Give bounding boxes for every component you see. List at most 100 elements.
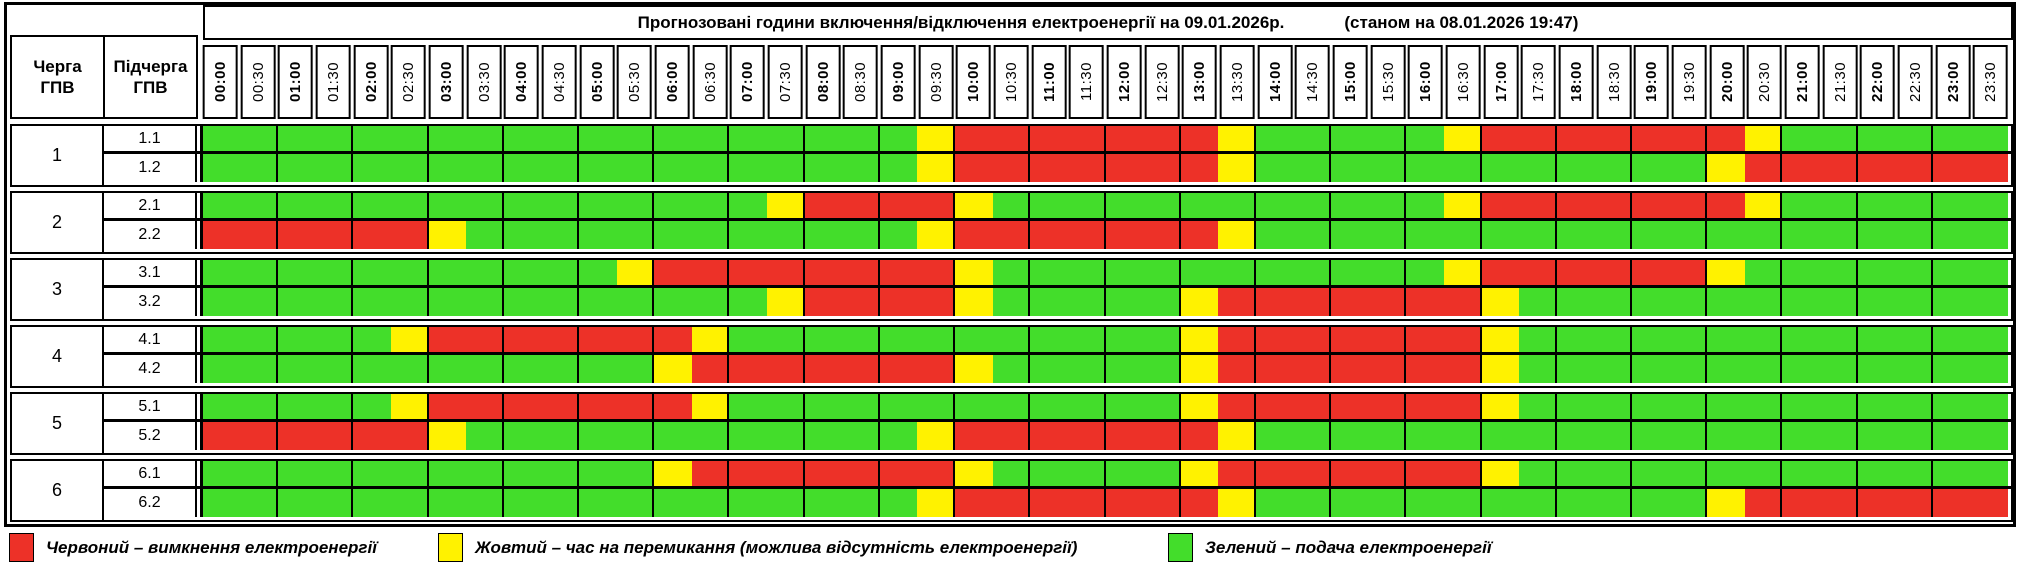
time-header-20:00: 20:00 (1709, 45, 1745, 119)
schedule-cell-1.1-09:30 (917, 126, 956, 151)
queue-number: 4 (12, 327, 104, 386)
schedule-cell-5.1-15:00 (1331, 394, 1369, 419)
schedule-cell-6.1-03:00 (428, 461, 467, 486)
schedule-cell-3.1-00:00 (203, 260, 241, 285)
schedule-cell-2.2-03:00 (428, 221, 467, 249)
schedule-cell-2.1-13:00 (1180, 193, 1219, 218)
schedule-cell-1.2-18:00 (1556, 154, 1595, 182)
schedule-cell-5.2-21:00 (1782, 422, 1820, 450)
legend-item: Зелений – подача електроенергії (1168, 533, 1492, 562)
schedule-cell-5.2-05:00 (579, 422, 617, 450)
schedule-cell-1.1-23:30 (1970, 126, 2008, 151)
schedule-cell-6.1-02:00 (353, 461, 392, 486)
schedule-cell-2.1-21:30 (1819, 193, 1858, 218)
schedule-cell-5.1-10:00 (955, 394, 993, 419)
schedule-cell-3.2-13:00 (1180, 288, 1219, 316)
time-header-16:00: 16:00 (1408, 45, 1443, 119)
time-header-02:00: 02:00 (353, 45, 389, 119)
schedule-cell-3.2-06:30 (691, 288, 730, 316)
schedule-row-2.2: 2.2 (104, 221, 2011, 249)
time-header-04:00: 04:00 (504, 45, 539, 119)
schedule-row-6.2: 6.2 (104, 489, 2011, 517)
schedule-cell-3.2-18:00 (1556, 288, 1595, 316)
schedule-cell-3.1-11:00 (1030, 260, 1068, 285)
schedule-cell-1.1-15:30 (1368, 126, 1407, 151)
schedule-cell-4.1-09:00 (879, 327, 918, 352)
schedule-cell-2.1-03:00 (428, 193, 467, 218)
time-header-15:00: 15:00 (1333, 45, 1368, 119)
schedule-cell-1.1-13:00 (1180, 126, 1219, 151)
subqueue-label: 2.2 (104, 221, 197, 249)
schedule-cell-1.2-20:30 (1744, 154, 1783, 182)
schedule-cell-6.2-16:00 (1406, 489, 1444, 517)
schedule-cell-3.2-17:30 (1519, 288, 1557, 316)
schedule-cell-6.1-04:00 (503, 461, 542, 486)
time-header-08:30: 08:30 (843, 45, 878, 119)
schedule-cell-3.1-01:30 (315, 260, 354, 285)
time-header-01:30: 01:30 (316, 45, 351, 119)
time-header-row: 00:00 00:30 01:00 01:30 02:00 02:30 03:00 03:30… (203, 45, 2011, 119)
schedule-cell-4.1-10:30 (992, 327, 1031, 352)
schedule-cell-3.2-21:00 (1782, 288, 1820, 316)
queue-group-2: 2 2.1 2.2 (10, 191, 2013, 254)
schedule-cell-3.1-12:30 (1143, 260, 1181, 285)
schedule-cell-6.1-05:00 (579, 461, 617, 486)
queue-number: 2 (12, 193, 104, 252)
schedule-cell-3.1-14:30 (1293, 260, 1332, 285)
schedule-cell-1.1-17:30 (1519, 126, 1557, 151)
schedule-cell-5.1-17:00 (1481, 394, 1520, 419)
schedule-cell-2.2-15:00 (1331, 221, 1369, 249)
schedule-cell-2.1-22:30 (1895, 193, 1933, 218)
schedule-cell-1.2-16:30 (1443, 154, 1482, 182)
schedule-cell-5.1-13:00 (1180, 394, 1219, 419)
schedule-cell-5.2-03:00 (428, 422, 467, 450)
schedule-cell-1.1-16:00 (1406, 126, 1444, 151)
schedule-cell-3.2-09:00 (879, 288, 918, 316)
schedule-cell-4.2-16:30 (1443, 355, 1482, 383)
schedule-cell-5.2-22:30 (1895, 422, 1933, 450)
schedule-cell-5.1-20:30 (1744, 394, 1783, 419)
schedule-cell-2.1-22:00 (1857, 193, 1896, 218)
schedule-cell-1.1-18:30 (1594, 126, 1632, 151)
schedule-cell-6.2-17:00 (1481, 489, 1520, 517)
schedule-cell-4.1-23:30 (1970, 327, 2008, 352)
schedule-cell-6.1-15:00 (1331, 461, 1369, 486)
schedule-cell-4.2-13:00 (1180, 355, 1219, 383)
schedule-cell-1.1-09:00 (879, 126, 918, 151)
schedule-cell-3.2-13:30 (1218, 288, 1256, 316)
schedule-cell-6.1-12:30 (1143, 461, 1181, 486)
schedule-cell-3.2-17:00 (1481, 288, 1520, 316)
schedule-cell-3.2-22:00 (1857, 288, 1896, 316)
queue-groups: 1 1.1 1.2 2 2.1 2.2 3 3.1 3.2 4 4.1 4.2 5 5.1 5.2 6 6.1 6… (10, 124, 2013, 522)
schedule-cell-2.2-22:30 (1895, 221, 1933, 249)
schedule-cell-5.2-09:30 (917, 422, 956, 450)
schedule-cell-5.2-02:00 (353, 422, 392, 450)
queue-number: 6 (12, 461, 104, 520)
legend-swatch (9, 533, 34, 562)
schedule-cell-5.1-04:30 (541, 394, 580, 419)
schedule-cell-5.2-17:00 (1481, 422, 1520, 450)
schedule-cell-5.2-19:00 (1631, 422, 1670, 450)
schedule-cell-2.2-05:30 (616, 221, 655, 249)
schedule-cell-6.2-08:00 (804, 489, 843, 517)
schedule-cell-2.2-16:30 (1443, 221, 1482, 249)
schedule-cell-5.2-00:00 (203, 422, 241, 450)
schedule-cell-4.2-02:00 (353, 355, 392, 383)
schedule-cell-2.1-14:00 (1255, 193, 1294, 218)
legend-swatch (1168, 533, 1193, 562)
schedule-cell-5.2-13:30 (1218, 422, 1256, 450)
schedule-cell-1.2-15:30 (1368, 154, 1407, 182)
schedule-cell-3.1-21:30 (1819, 260, 1858, 285)
schedule-cell-2.1-18:00 (1556, 193, 1595, 218)
schedule-cell-6.1-23:30 (1970, 461, 2008, 486)
time-header-14:30: 14:30 (1295, 45, 1330, 119)
time-header-22:00: 22:00 (1860, 45, 1895, 119)
schedule-cell-3.1-19:30 (1669, 260, 1708, 285)
queue-number: 3 (12, 260, 104, 319)
schedule-cell-1.2-05:30 (616, 154, 655, 182)
subqueue-label: 5.1 (104, 394, 197, 419)
schedule-cell-1.2-17:30 (1519, 154, 1557, 182)
schedule-cell-1.1-06:00 (654, 126, 692, 151)
time-header-16:30: 16:30 (1446, 45, 1481, 119)
schedule-cell-4.1-14:30 (1293, 327, 1332, 352)
